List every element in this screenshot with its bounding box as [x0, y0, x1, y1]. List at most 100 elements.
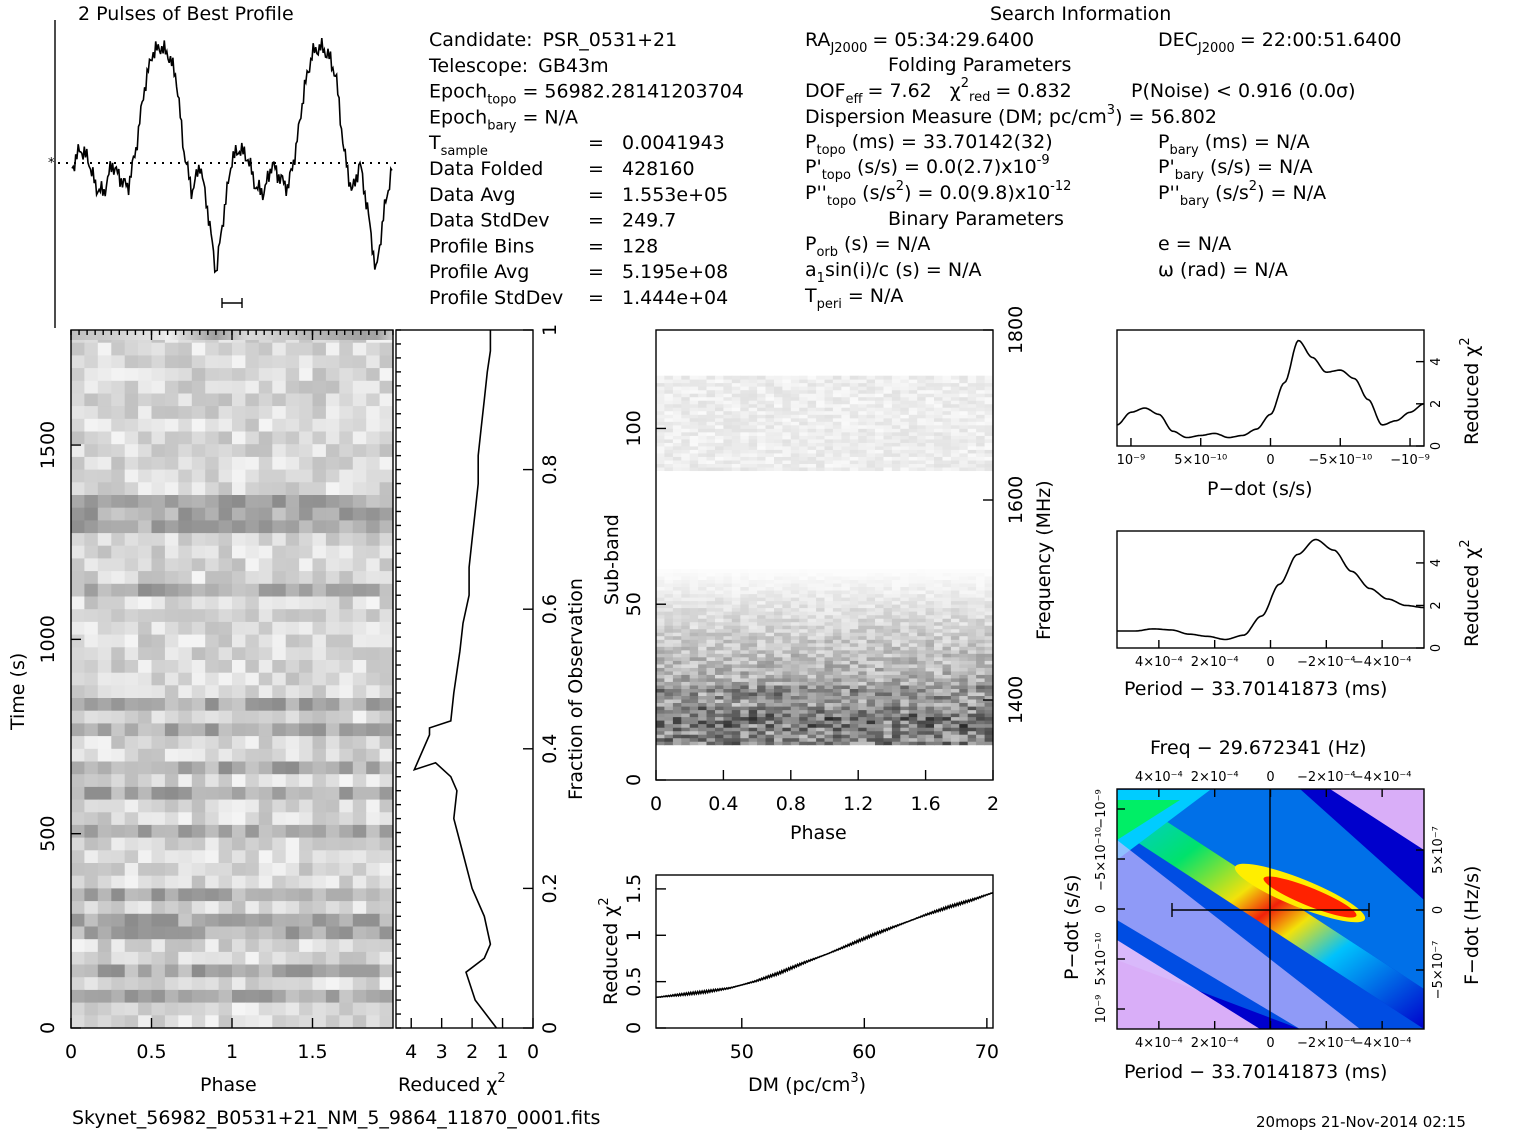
time-phase-cell — [299, 989, 314, 1004]
time-phase-cell — [218, 355, 233, 369]
time-phase-cell — [97, 824, 112, 839]
time-phase-cell — [366, 507, 381, 521]
frac-ytick-label: 1 — [539, 324, 561, 336]
subband-cell — [740, 713, 750, 718]
time-phase-cell — [71, 495, 85, 509]
subband-cell — [782, 702, 792, 707]
subband-cell — [816, 456, 825, 461]
time-phase-cell — [111, 533, 126, 547]
subband-cell — [942, 649, 952, 654]
subband-cell — [799, 709, 809, 714]
subband-cell — [967, 421, 977, 426]
subband-cell — [925, 653, 935, 658]
subband-cell — [731, 403, 741, 408]
subband-cell — [816, 463, 825, 468]
time-phase-cell — [379, 596, 393, 610]
subband-cell — [824, 467, 834, 472]
subband-cell — [740, 720, 750, 725]
time-phase-cell — [258, 786, 273, 801]
timestamp: 20mops 21-Nov-2014 02:15 — [1256, 1113, 1466, 1131]
time-phase-cell — [164, 558, 179, 572]
subband-cell — [883, 449, 893, 454]
subband-cell — [731, 569, 741, 574]
subband-cell — [681, 414, 691, 419]
time-phase-cell — [205, 698, 220, 712]
time-phase-cell — [124, 571, 139, 585]
subband-cell — [832, 741, 842, 746]
subband-cell — [950, 375, 960, 380]
subband-cell — [908, 723, 918, 728]
subband-cell — [790, 442, 800, 447]
time-phase-cell — [178, 456, 193, 471]
time-phase-cell — [151, 977, 166, 991]
time-phase-cell — [379, 951, 393, 966]
subband-cell — [967, 657, 977, 661]
time-phase-cell — [339, 736, 354, 750]
time-phase-cell — [84, 812, 99, 826]
time-phase-cell — [205, 583, 220, 597]
subband-cell — [950, 432, 960, 436]
subband-cell — [866, 702, 876, 707]
subband-cell — [841, 597, 851, 602]
time-phase-cell — [71, 647, 85, 661]
subband-cell — [875, 432, 884, 436]
time-phase-cell — [299, 380, 314, 394]
time-phase-cell — [325, 393, 340, 407]
subband-cell — [866, 453, 876, 457]
subband-cell — [689, 611, 699, 616]
time-phase-cell — [164, 507, 179, 521]
subband-cell — [883, 737, 893, 742]
subband-cell — [698, 699, 707, 704]
subband-cell — [967, 692, 977, 697]
subband-cell — [841, 400, 851, 405]
time-phase-cell — [138, 444, 153, 458]
subband-cell — [689, 407, 699, 412]
subband-cell — [807, 410, 817, 415]
subband-cell — [664, 716, 674, 721]
subband-cell — [790, 460, 800, 465]
subband-cell — [807, 375, 817, 380]
subband-cell — [908, 467, 918, 472]
pdtopo-value: (s/s) = 0.0(2.7)x10 — [857, 156, 1037, 178]
subband-cell — [765, 396, 775, 401]
subband-cell — [782, 642, 792, 647]
time-phase-cell — [138, 660, 153, 674]
time-phase-cell — [124, 482, 139, 496]
time-phase-cell — [151, 913, 166, 927]
subband-cell — [976, 709, 985, 714]
subband-cell — [900, 625, 910, 630]
subband-cell — [656, 379, 665, 384]
time-phase-cell — [299, 393, 314, 407]
subband-cell — [849, 685, 859, 690]
subband-cell — [664, 713, 674, 718]
subband-cell — [681, 664, 691, 668]
subband-cell — [782, 727, 792, 732]
subband-cell — [740, 614, 750, 619]
time-phase-cell — [245, 951, 260, 966]
subband-cell — [841, 737, 851, 742]
subband-cell — [757, 639, 766, 644]
dm-xtick-label: 60 — [852, 1041, 876, 1063]
time-phase-cell — [352, 824, 367, 839]
time-phase-cell — [178, 875, 193, 889]
subband-cell — [976, 723, 985, 728]
time-phase-cell — [366, 698, 381, 712]
time-phase-cell — [379, 380, 393, 394]
time-phase-cell — [178, 621, 193, 636]
subband-cell — [866, 688, 876, 693]
subband-cell — [984, 463, 993, 468]
subband-cell — [689, 642, 699, 647]
subband-cell — [976, 421, 985, 426]
subband-cell — [841, 678, 851, 682]
time-phase-cell — [84, 368, 99, 382]
subband-cell — [790, 421, 800, 426]
subband-cell — [723, 417, 733, 422]
subband-cell — [908, 583, 918, 588]
time-phase-cell — [111, 888, 126, 902]
subband-cell — [866, 583, 876, 588]
subband-cell — [757, 389, 766, 394]
subband-cell — [959, 681, 969, 686]
subband-cell — [900, 723, 910, 728]
time-phase-cell — [299, 812, 314, 826]
time-phase-cell — [191, 609, 206, 623]
